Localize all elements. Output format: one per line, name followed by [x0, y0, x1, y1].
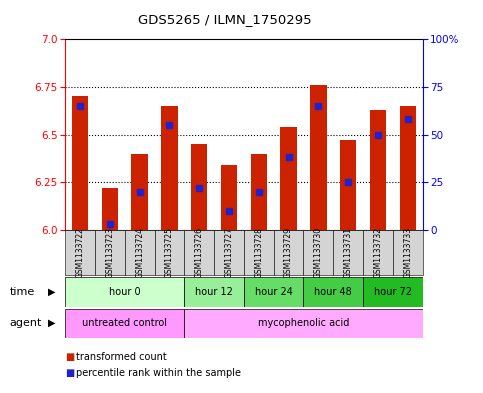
- Text: ■: ■: [65, 352, 74, 362]
- Text: transformed count: transformed count: [76, 352, 167, 362]
- Text: hour 0: hour 0: [109, 287, 141, 297]
- Bar: [340, 140, 356, 230]
- FancyBboxPatch shape: [244, 277, 303, 307]
- FancyBboxPatch shape: [95, 230, 125, 275]
- Text: mycophenolic acid: mycophenolic acid: [258, 318, 349, 328]
- Bar: [251, 154, 267, 230]
- Text: hour 12: hour 12: [195, 287, 233, 297]
- FancyBboxPatch shape: [244, 230, 274, 275]
- Text: hour 48: hour 48: [314, 287, 352, 297]
- Bar: [191, 144, 207, 230]
- Text: ▶: ▶: [48, 287, 56, 297]
- Text: GSM1133727: GSM1133727: [225, 227, 233, 278]
- Text: hour 72: hour 72: [374, 287, 412, 297]
- FancyBboxPatch shape: [185, 230, 214, 275]
- Text: agent: agent: [10, 318, 42, 328]
- Text: GSM1133722: GSM1133722: [76, 227, 85, 278]
- Bar: [399, 106, 416, 230]
- Text: GSM1133731: GSM1133731: [344, 227, 353, 278]
- FancyBboxPatch shape: [125, 230, 155, 275]
- Text: GSM1133733: GSM1133733: [403, 227, 412, 278]
- Bar: [221, 165, 237, 230]
- Text: GSM1133729: GSM1133729: [284, 227, 293, 278]
- FancyBboxPatch shape: [214, 230, 244, 275]
- Bar: [161, 106, 178, 230]
- FancyBboxPatch shape: [303, 277, 363, 307]
- FancyBboxPatch shape: [274, 230, 303, 275]
- Text: GSM1133726: GSM1133726: [195, 227, 204, 278]
- Text: ▶: ▶: [48, 318, 56, 328]
- Text: ■: ■: [65, 367, 74, 378]
- FancyBboxPatch shape: [303, 230, 333, 275]
- Text: GDS5265 / ILMN_1750295: GDS5265 / ILMN_1750295: [138, 13, 312, 26]
- FancyBboxPatch shape: [185, 277, 244, 307]
- Text: untreated control: untreated control: [82, 318, 167, 328]
- Bar: [370, 110, 386, 230]
- FancyBboxPatch shape: [155, 230, 185, 275]
- Text: hour 24: hour 24: [255, 287, 293, 297]
- FancyBboxPatch shape: [65, 230, 95, 275]
- Bar: [131, 154, 148, 230]
- Text: GSM1133723: GSM1133723: [105, 227, 114, 278]
- Text: GSM1133732: GSM1133732: [373, 227, 383, 278]
- Text: GSM1133724: GSM1133724: [135, 227, 144, 278]
- FancyBboxPatch shape: [393, 230, 423, 275]
- FancyBboxPatch shape: [65, 309, 185, 338]
- Bar: [72, 96, 88, 230]
- Text: GSM1133725: GSM1133725: [165, 227, 174, 278]
- Bar: [102, 188, 118, 230]
- FancyBboxPatch shape: [363, 277, 423, 307]
- Text: GSM1133728: GSM1133728: [255, 227, 263, 278]
- Bar: [281, 127, 297, 230]
- Text: time: time: [10, 287, 35, 297]
- Text: percentile rank within the sample: percentile rank within the sample: [76, 367, 242, 378]
- Text: GSM1133730: GSM1133730: [314, 227, 323, 278]
- FancyBboxPatch shape: [333, 230, 363, 275]
- Bar: [310, 85, 327, 230]
- FancyBboxPatch shape: [65, 277, 185, 307]
- FancyBboxPatch shape: [185, 309, 423, 338]
- FancyBboxPatch shape: [363, 230, 393, 275]
